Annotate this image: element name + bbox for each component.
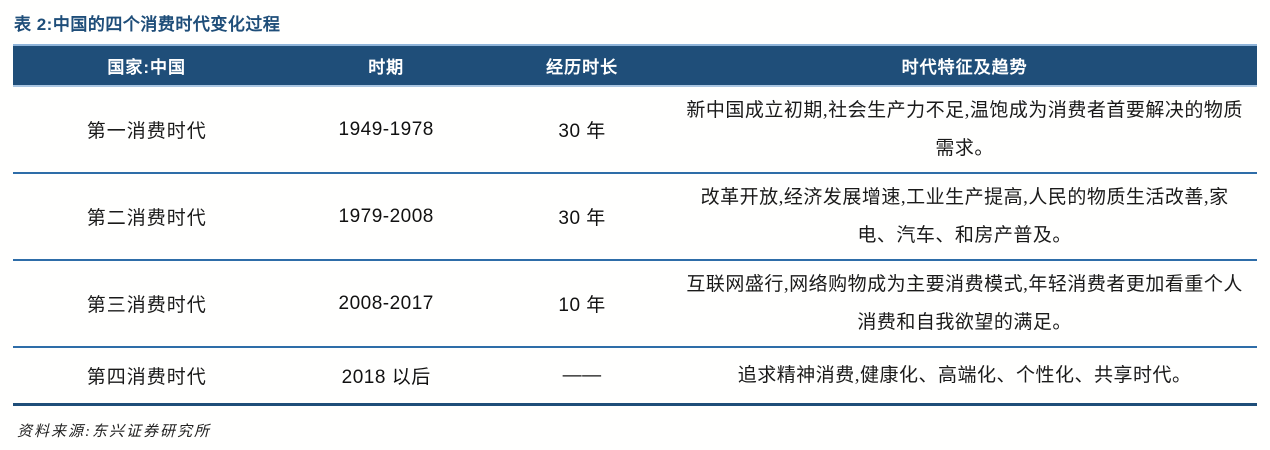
features-cell: 新中国成立初期,社会生产力不足,温饱成为消费者首要解决的物质需求。 — [686, 99, 1243, 159]
era-cell: 第四消费时代 — [86, 367, 207, 388]
features-cell: 互联网盛行,网络购物成为主要消费模式,年轻消费者更加看重个人消费和自我欲望的满足… — [686, 273, 1243, 333]
table-row: 第三消费时代 2008-2017 10 年 互联网盛行,网络购物成为主要消费模式… — [13, 261, 1257, 348]
period-cell: 2018 以后 — [341, 367, 431, 388]
duration-cell: 30 年 — [558, 121, 606, 142]
duration-cell: 10 年 — [558, 295, 606, 316]
consumption-eras-table: 国家:中国 时期 经历时长 时代特征及趋势 第一消费时代 1949-1978 3… — [13, 44, 1257, 406]
duration-cell: 30 年 — [558, 208, 606, 229]
header-country: 国家:中国 — [107, 58, 187, 77]
table-row: 第一消费时代 1949-1978 30 年 新中国成立初期,社会生产力不足,温饱… — [13, 87, 1257, 174]
table-row: 第四消费时代 2018 以后 —— 追求精神消费,健康化、高端化、个性化、共享时… — [13, 348, 1257, 403]
features-cell: 追求精神消费,健康化、高端化、个性化、共享时代。 — [737, 364, 1192, 386]
period-cell: 2008-2017 — [338, 292, 434, 314]
table-title: 表 2:中国的四个消费时代变化过程 — [14, 15, 281, 34]
duration-cell: —— — [562, 364, 602, 386]
table-row: 第二消费时代 1979-2008 30 年 改革开放,经济发展增速,工业生产提高… — [13, 174, 1257, 261]
header-period: 时期 — [368, 58, 405, 77]
table-header-row: 国家:中国 时期 经历时长 时代特征及趋势 — [13, 44, 1257, 87]
era-cell: 第一消费时代 — [86, 121, 207, 142]
era-cell: 第三消费时代 — [86, 295, 207, 316]
period-cell: 1949-1978 — [338, 118, 434, 140]
header-features: 时代特征及趋势 — [901, 58, 1028, 77]
period-cell: 1979-2008 — [338, 205, 434, 227]
features-cell: 改革开放,经济发展增速,工业生产提高,人民的物质生活改善,家电、汽车、和房产普及… — [700, 186, 1229, 246]
era-cell: 第二消费时代 — [86, 208, 207, 229]
header-duration: 经历时长 — [546, 58, 619, 77]
source-note: 资料来源:东兴证券研究所 — [17, 424, 211, 440]
